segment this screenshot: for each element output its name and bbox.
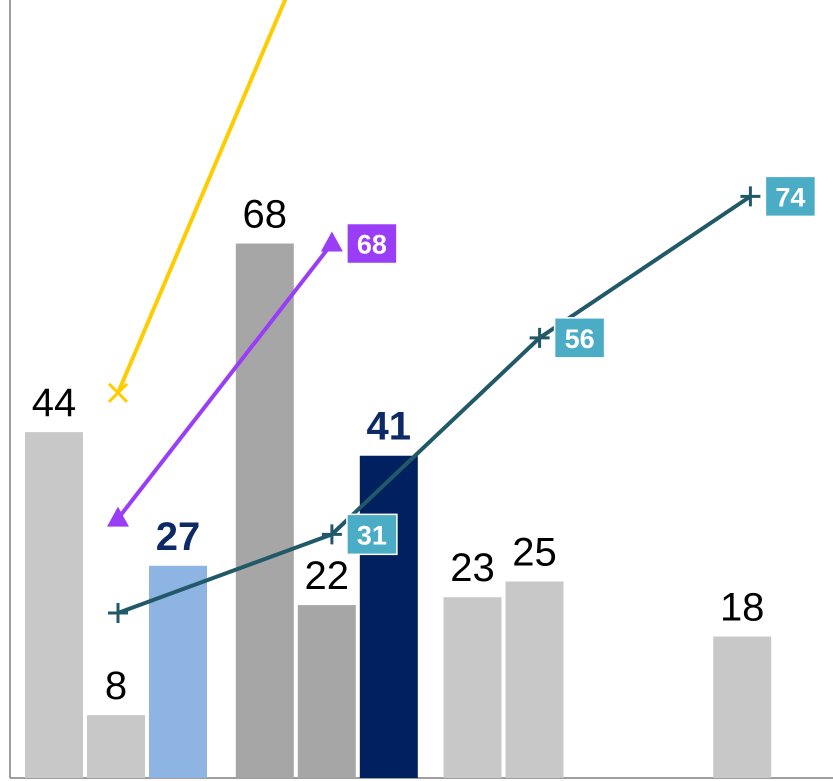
- bar: [505, 581, 564, 778]
- bar: [359, 455, 418, 778]
- series-line: [117, 194, 752, 615]
- plus-marker: [321, 524, 342, 545]
- triangle-marker: [107, 506, 129, 527]
- plus-marker: [740, 186, 761, 207]
- line-label-box: [346, 222, 398, 265]
- line-series-group: 11313613368315674: [107, 0, 817, 623]
- line-label-box: [346, 513, 398, 556]
- triangle-marker: [320, 231, 343, 252]
- bar-data-label: 23: [450, 546, 495, 590]
- series-line: [116, 242, 334, 520]
- line-series: 113136133: [107, 0, 288, 403]
- bar: [25, 432, 83, 778]
- line-series: 31 56 74: [108, 175, 817, 623]
- bar-data-label: 44: [32, 381, 77, 425]
- plus-marker: [529, 327, 550, 348]
- line-series: 68: [107, 222, 398, 527]
- bar: [713, 636, 772, 778]
- line-data-label: 74: [775, 182, 805, 212]
- bar-data-label: 8: [105, 664, 127, 708]
- line-label-box: [553, 317, 606, 359]
- bar-series: 44 8 27 68 22 41 23 25 18: [25, 193, 772, 778]
- line-label-box: [764, 175, 817, 218]
- bar: [235, 243, 294, 778]
- bar: [443, 597, 502, 778]
- series-line: [116, 0, 288, 394]
- bar: [87, 715, 145, 778]
- x-marker: [107, 382, 129, 403]
- bar-data-label: 22: [305, 554, 350, 598]
- bar: [297, 605, 356, 778]
- line-data-label: 31: [357, 520, 387, 550]
- bar-data-label: 68: [243, 193, 288, 237]
- bar-data-label: 41: [367, 405, 412, 449]
- bar: [149, 565, 207, 778]
- bar-data-label: 25: [512, 531, 557, 575]
- bar-data-label: 27: [156, 515, 201, 559]
- line-data-label: 68: [357, 230, 387, 260]
- plus-marker: [108, 602, 128, 623]
- line-data-label: 56: [565, 324, 595, 354]
- bar-data-label: 18: [720, 586, 765, 630]
